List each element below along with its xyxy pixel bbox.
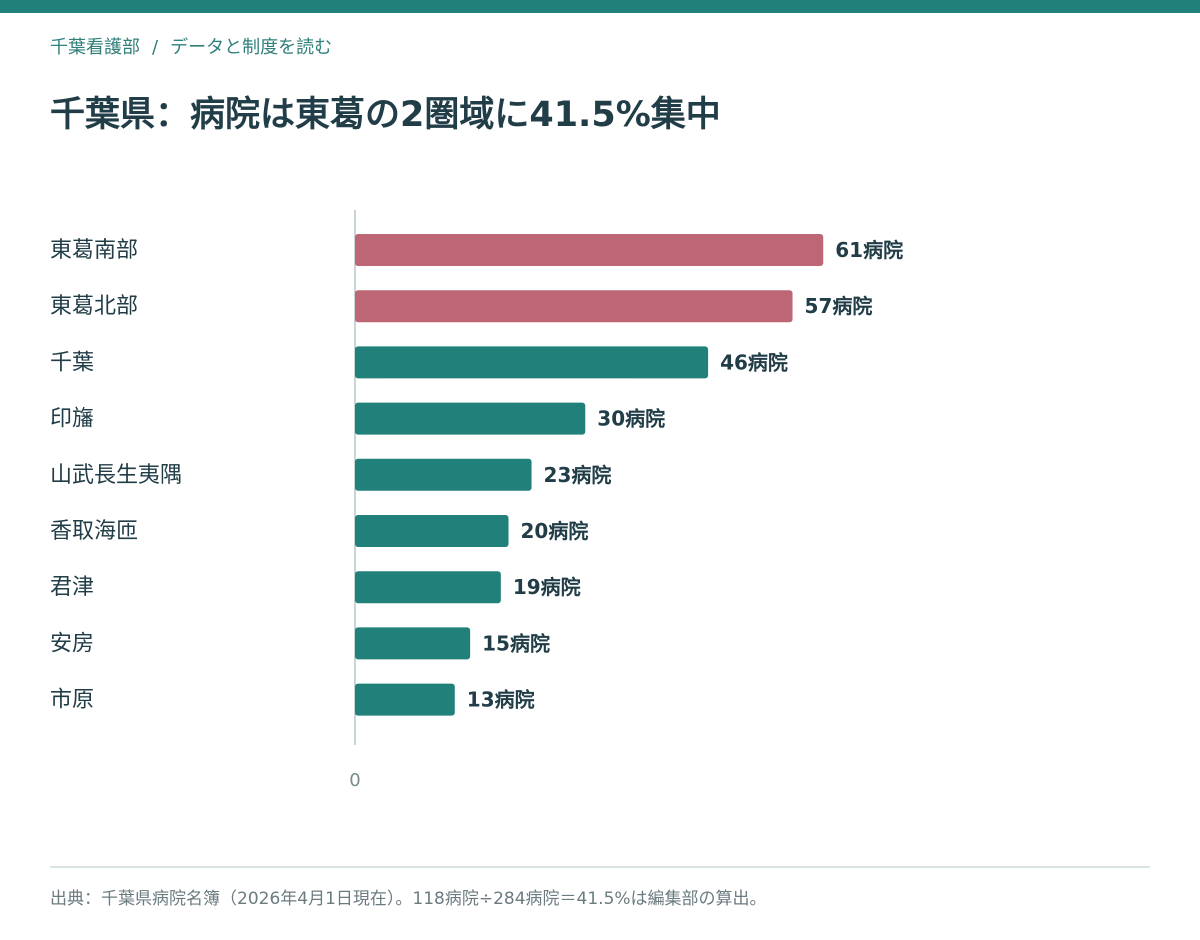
value-label: 20病院 bbox=[521, 519, 589, 543]
bar bbox=[355, 290, 793, 323]
footer-divider bbox=[50, 866, 1150, 868]
breadcrumb-site-link[interactable]: 千葉看護部 bbox=[50, 37, 140, 58]
category-label: 君津 bbox=[50, 575, 94, 600]
category-label: 市原 bbox=[50, 688, 94, 713]
bar bbox=[355, 346, 709, 379]
category-label: 東葛北部 bbox=[50, 294, 138, 319]
category-label: 印旛 bbox=[50, 407, 94, 432]
bar bbox=[355, 515, 509, 547]
value-label: 19病院 bbox=[513, 575, 581, 599]
breadcrumb-section-link[interactable]: データと制度を読む bbox=[170, 37, 333, 58]
page-title: 千葉県：病院は東葛の2圏域に41.5%集中 bbox=[50, 95, 721, 135]
bar bbox=[355, 458, 532, 491]
breadcrumb: 千葉看護部 / データと制度を読む bbox=[50, 33, 332, 59]
category-label: 安房 bbox=[50, 631, 94, 656]
category-label: 香取海匝 bbox=[50, 519, 138, 544]
bar bbox=[355, 234, 824, 266]
bar bbox=[355, 627, 471, 660]
source-footnote: 出典：千葉県病院名簿（2026年4月1日現在）。118病院÷284病院＝41.5… bbox=[50, 889, 767, 909]
breadcrumb-separator: / bbox=[152, 37, 159, 58]
bar bbox=[355, 571, 501, 604]
top-accent-bar bbox=[0, 0, 1200, 13]
x-tick-label: 0 bbox=[349, 770, 360, 791]
value-label: 61病院 bbox=[835, 238, 903, 262]
category-label: 東葛南部 bbox=[50, 238, 138, 263]
value-label: 46病院 bbox=[720, 350, 788, 374]
category-label: 山武長生夷隅 bbox=[50, 463, 182, 488]
value-label: 57病院 bbox=[805, 294, 873, 318]
value-label: 15病院 bbox=[482, 631, 550, 655]
bar bbox=[355, 683, 455, 716]
value-label: 23病院 bbox=[544, 463, 612, 487]
category-label: 千葉 bbox=[50, 350, 94, 375]
bar bbox=[355, 402, 586, 435]
value-label: 13病院 bbox=[467, 688, 535, 712]
value-label: 30病院 bbox=[597, 407, 665, 431]
